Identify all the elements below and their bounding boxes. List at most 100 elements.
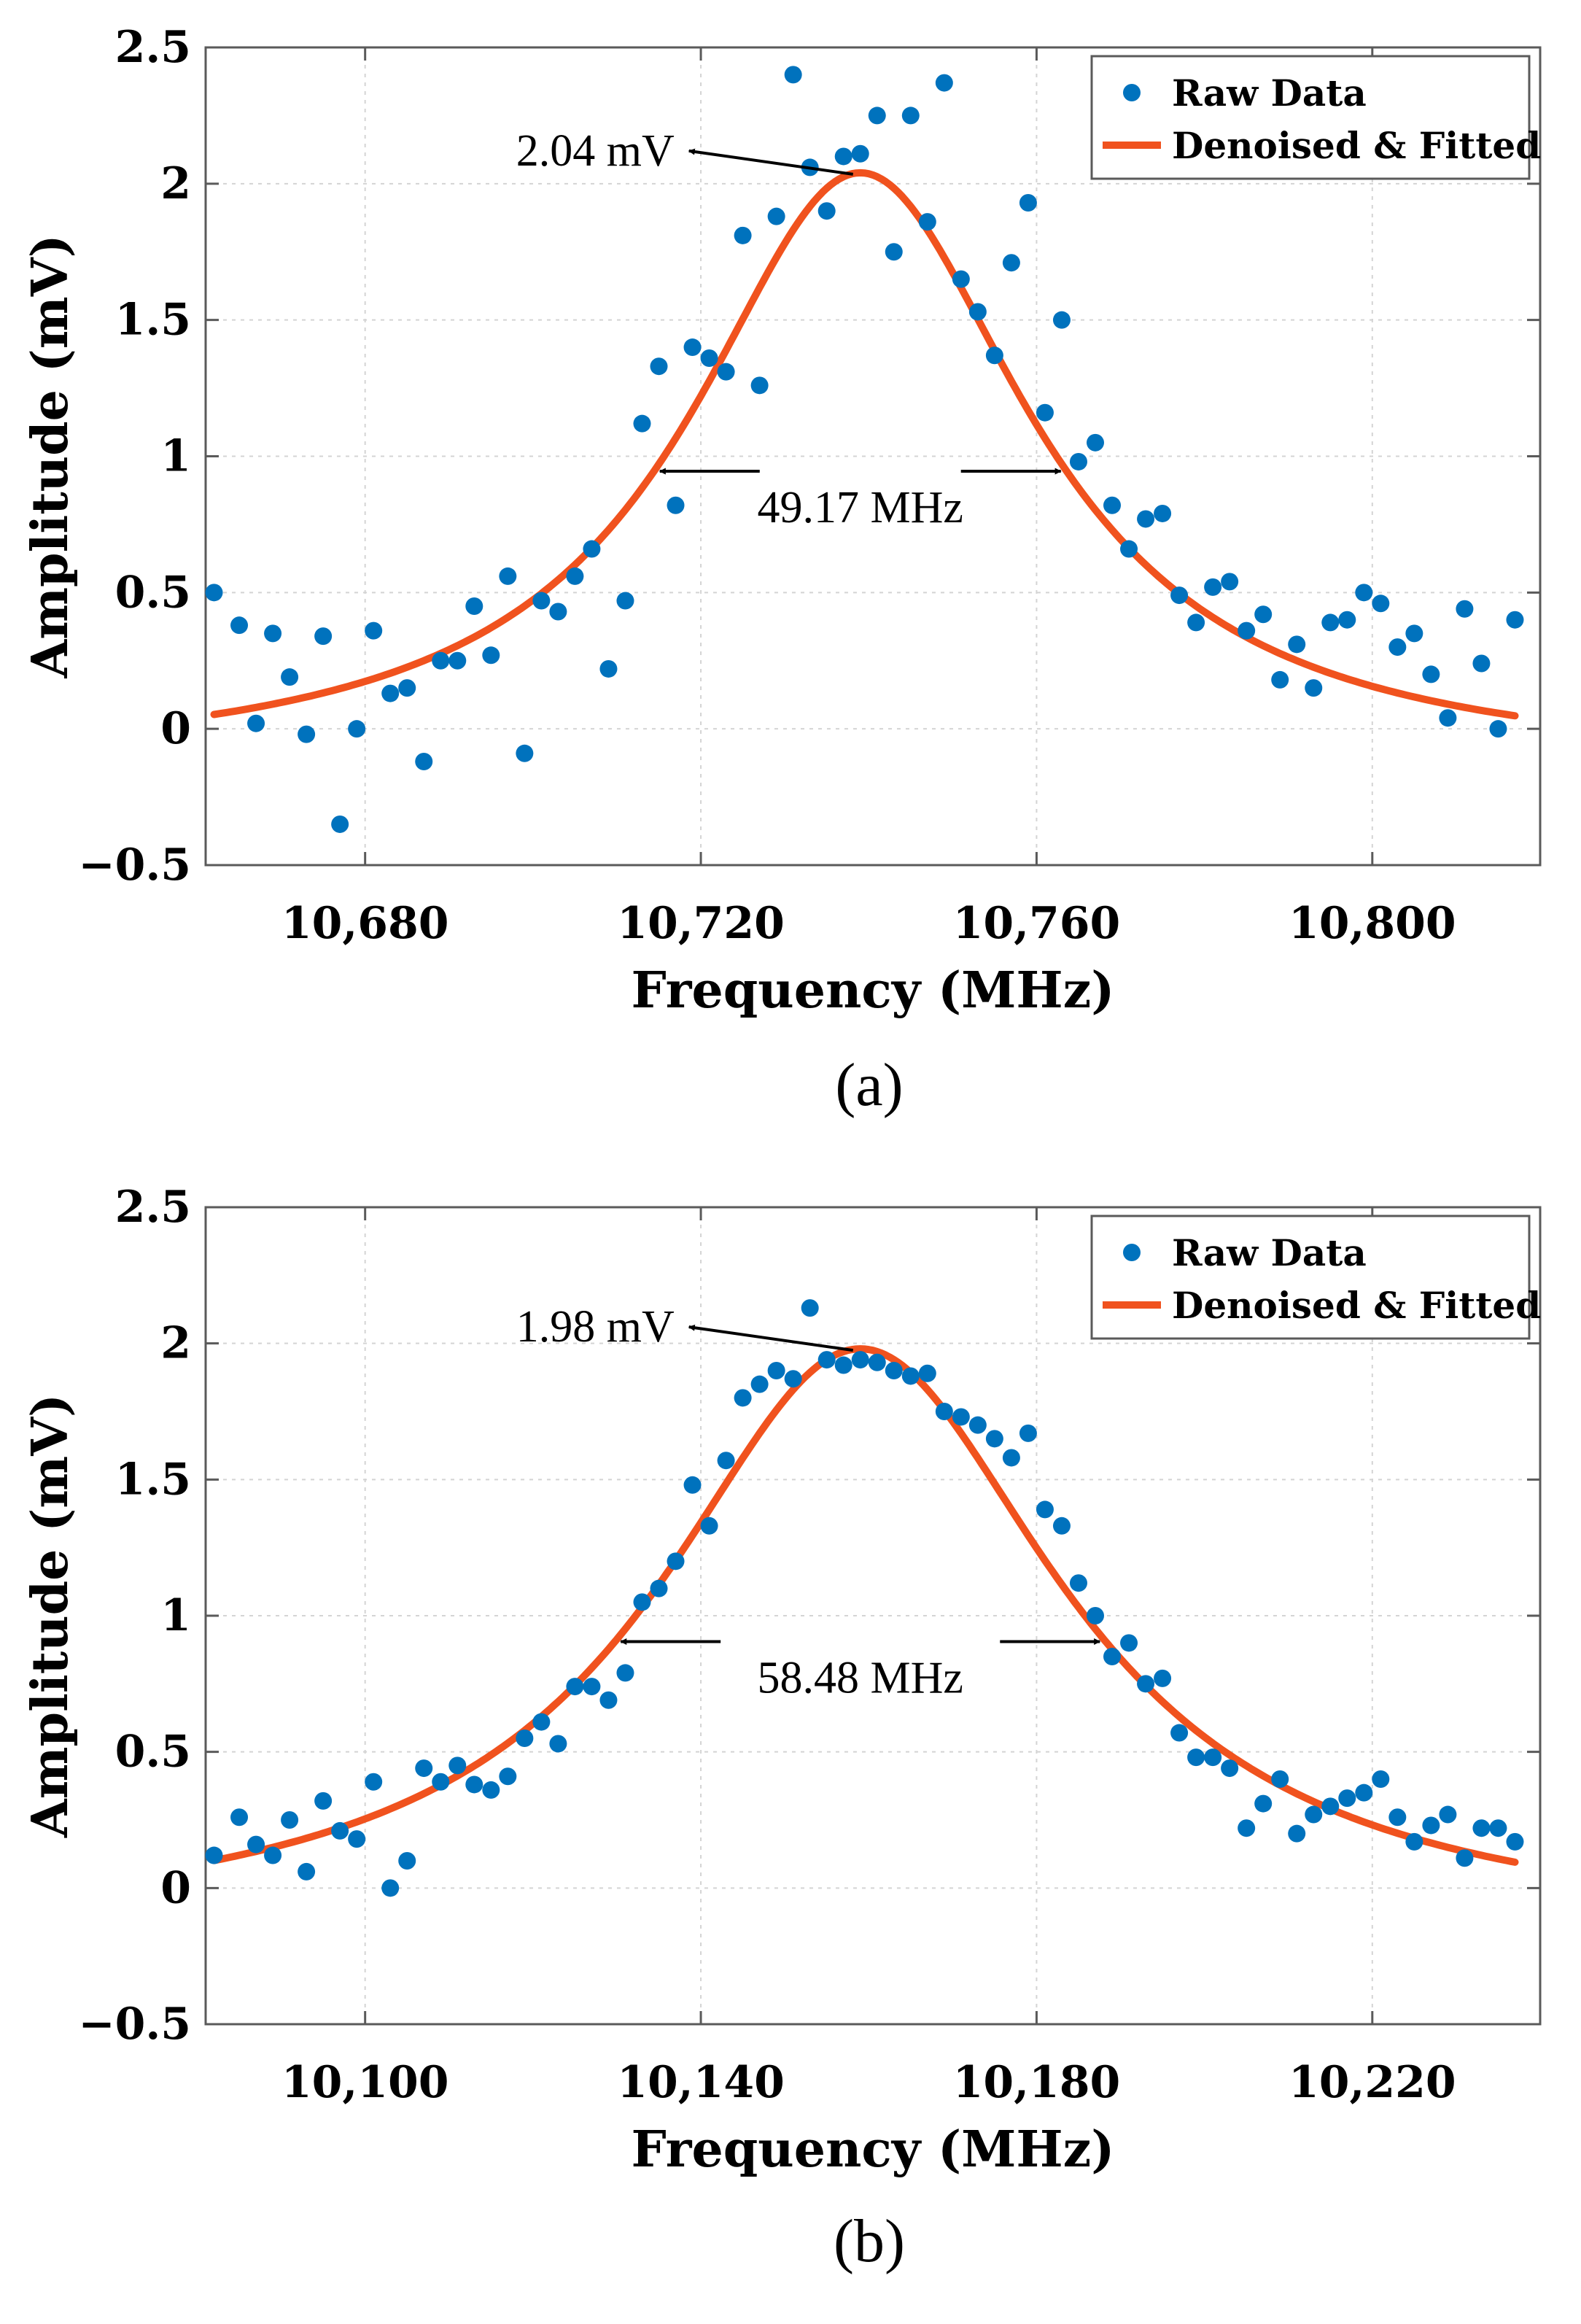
raw-data-point	[683, 338, 702, 357]
raw-data-point	[532, 592, 551, 610]
raw-data-point	[734, 226, 752, 244]
peak-label: 2.04 mV	[516, 126, 675, 176]
raw-data-point	[1372, 594, 1390, 613]
y-tick-label: 1.5	[115, 295, 191, 346]
raw-data-point	[499, 567, 517, 585]
panel-caption: (a)	[835, 1051, 903, 1119]
raw-data-point	[1321, 1797, 1340, 1816]
y-tick-label: 0.5	[115, 567, 191, 618]
raw-data-point	[1439, 709, 1457, 727]
raw-data-point	[1338, 1789, 1356, 1808]
raw-data-point	[1305, 1805, 1323, 1824]
x-tick-label: 10,220	[1289, 2057, 1456, 2108]
fwhm-label: 58.48 MHz	[758, 1653, 963, 1703]
raw-data-point	[784, 1370, 802, 1388]
raw-data-point	[633, 414, 651, 433]
raw-data-point	[700, 349, 718, 367]
chart-panel-b: 10,100 10,140 10,180 10,220 −0.5 0 0.5 1 1.5 2 2.5…	[21, 1182, 1542, 2275]
raw-data-point	[348, 720, 366, 738]
fwhm-label: 49.17 MHz	[758, 483, 963, 532]
raw-data-point	[968, 1416, 987, 1434]
raw-data-point	[298, 1862, 316, 1880]
x-axis-label: Frequency (MHz)	[632, 2120, 1115, 2179]
raw-data-point	[365, 1773, 383, 1791]
raw-data-point	[1422, 665, 1440, 683]
raw-data-point	[281, 668, 299, 686]
raw-data-point	[700, 1517, 718, 1535]
raw-data-point	[918, 213, 936, 231]
raw-data-point	[205, 584, 223, 602]
raw-data-point	[1405, 624, 1423, 643]
y-tick-label: 0.5	[115, 1727, 191, 1778]
legend: Raw Data Denoised & Fitted	[1090, 55, 1541, 180]
y-tick-label: 1	[160, 431, 191, 482]
raw-data-point	[331, 815, 349, 833]
chart-panel-a: 10,680 10,720 10,760 10,800 −0.5 0 0.5 1 1.5 2 2.5…	[21, 22, 1542, 1119]
raw-data-point	[247, 714, 265, 732]
raw-data-point	[1187, 613, 1205, 632]
y-tick-label: 0	[160, 1862, 191, 1913]
raw-data-point	[1069, 452, 1087, 470]
x-axis-label: Frequency (MHz)	[632, 961, 1115, 1020]
raw-data-point	[935, 74, 953, 92]
raw-data-point	[398, 679, 416, 697]
raw-data-point	[516, 744, 534, 762]
raw-data-point	[516, 1730, 534, 1747]
raw-data-point	[599, 1691, 618, 1709]
fitted-curve	[210, 1345, 1519, 1866]
raw-data-point	[817, 1351, 836, 1369]
raw-data-point	[952, 1408, 970, 1426]
raw-data-point	[398, 1852, 416, 1870]
peak-arrow	[688, 1324, 854, 1352]
raw-data-point	[298, 725, 316, 743]
y-axis-label: Amplitude (mV)	[21, 234, 79, 678]
raw-data-point	[667, 1552, 685, 1570]
raw-data-point	[868, 1353, 886, 1371]
x-tick-label: 10,800	[1289, 898, 1456, 949]
raw-data-point	[1170, 586, 1189, 605]
raw-data-point	[448, 1756, 467, 1775]
y-tick-label: −0.5	[78, 840, 191, 891]
raw-data-point	[1036, 403, 1054, 422]
y-tick-label: −0.5	[78, 1999, 191, 2050]
raw-data-point	[482, 646, 500, 665]
raw-data-point	[1338, 611, 1356, 629]
raw-data-point	[1472, 654, 1491, 673]
raw-data-point	[868, 106, 886, 125]
raw-data-point	[1456, 1849, 1474, 1867]
raw-data-point	[851, 144, 869, 163]
raw-data-point	[901, 106, 920, 125]
raw-data-point	[1405, 1832, 1423, 1851]
raw-data-point	[1489, 720, 1507, 738]
legend: Raw Data Denoised & Fitted	[1090, 1215, 1541, 1340]
raw-data-point	[1388, 638, 1407, 656]
raw-data-point	[348, 1830, 366, 1848]
y-tick-label: 1	[160, 1590, 191, 1641]
raw-data-point	[834, 1356, 852, 1374]
raw-data-point	[1271, 1770, 1289, 1788]
raw-data-point	[1137, 1675, 1155, 1693]
raw-data-point	[1103, 496, 1122, 514]
raw-data-point	[532, 1713, 551, 1731]
peak-arrow	[688, 148, 854, 176]
raw-data-point	[1489, 1819, 1507, 1837]
raw-data-point	[1087, 1607, 1104, 1624]
raw-data-point	[633, 1593, 651, 1611]
raw-data-point	[784, 66, 802, 84]
fitted-curve	[210, 169, 1519, 720]
raw-data-point	[1002, 1449, 1020, 1467]
raw-data-point	[1204, 578, 1222, 596]
panel-caption: (b)	[834, 2207, 905, 2275]
y-tick-label: 2.5	[115, 1182, 191, 1233]
raw-data-point	[851, 1351, 869, 1369]
raw-data-point	[985, 346, 1003, 365]
y-axis-label: Amplitude (mV)	[21, 1394, 79, 1838]
raw-data-point	[667, 496, 685, 514]
raw-data-point	[1221, 573, 1239, 591]
raw-data-point	[1271, 670, 1289, 689]
raw-data-point	[817, 202, 836, 220]
raw-data-point	[1238, 621, 1256, 640]
raw-data-point	[1069, 1574, 1087, 1592]
legend-label-raw: Raw Data	[1172, 1231, 1367, 1274]
raw-data-point	[566, 567, 584, 585]
